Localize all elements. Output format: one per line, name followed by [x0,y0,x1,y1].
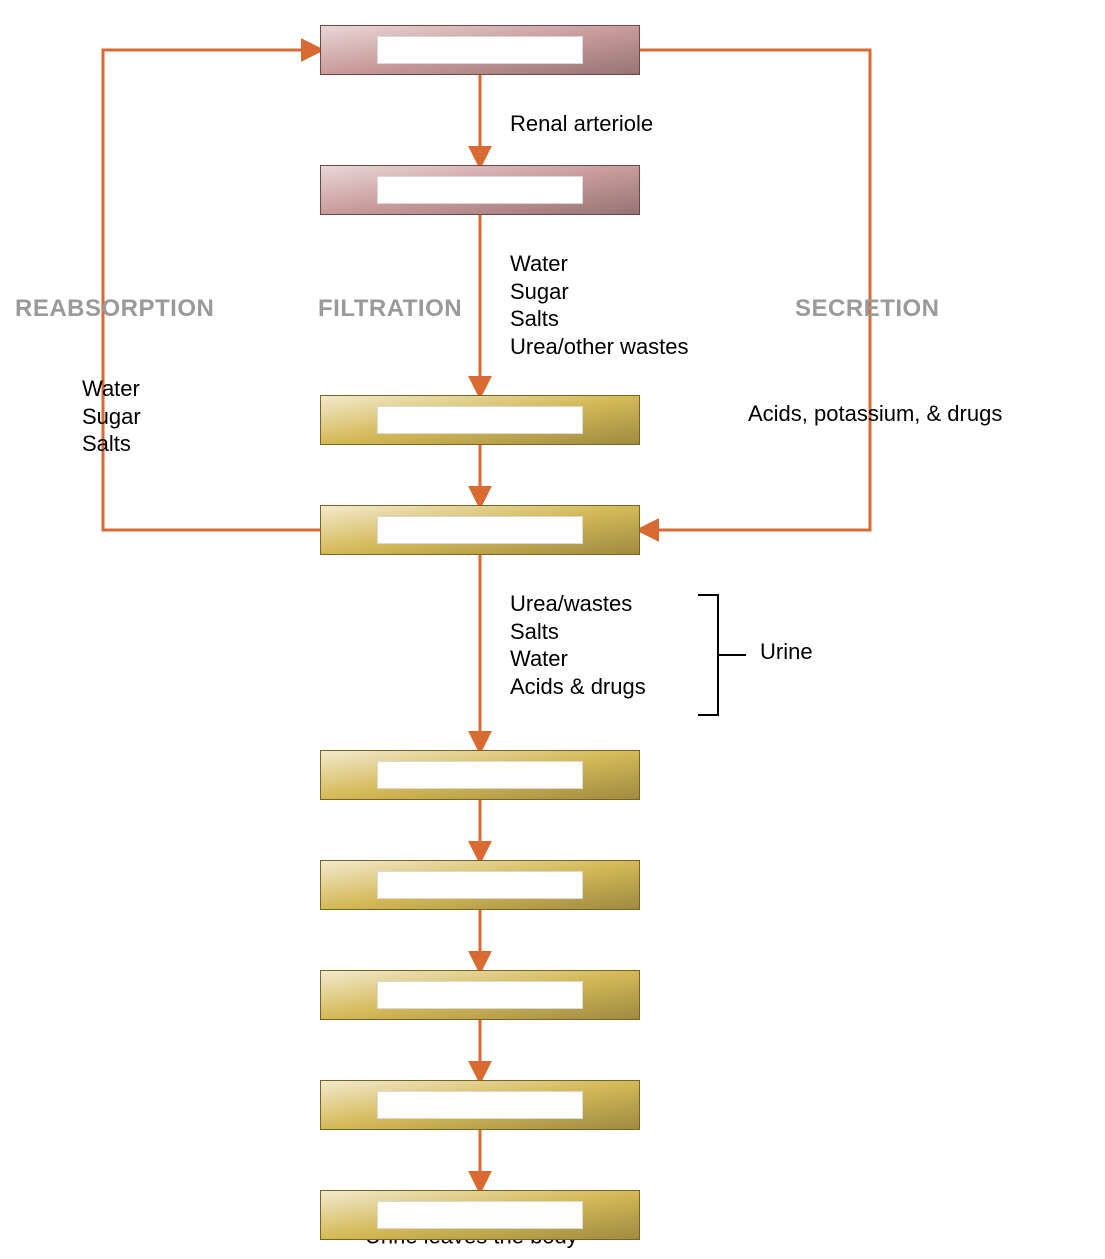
label-urine: Urine [760,638,813,666]
flow-box [320,395,640,445]
flow-box [320,165,640,215]
flow-box [320,750,640,800]
heading-filtration: FILTRATION [318,295,462,323]
label-reabsorption-items: Water Sugar Salts [82,375,141,458]
heading-reabsorption: REABSORPTION [15,295,214,323]
diagram-stage: REABSORPTION FILTRATION SECRETION Renal … [0,0,1105,1259]
label-urine-components: Urea/wastes Salts Water Acids & drugs [510,590,646,700]
flow-box [320,505,640,555]
heading-secretion: SECRETION [795,295,940,323]
flow-box [320,970,640,1020]
flow-box [320,1190,640,1240]
flow-box [320,1080,640,1130]
label-filtration-items: Water Sugar Salts Urea/other wastes [510,250,689,360]
label-secretion-items: Acids, potassium, & drugs [748,400,1002,428]
flow-box [320,860,640,910]
label-renal-arteriole: Renal arteriole [510,110,653,138]
flow-box [320,25,640,75]
